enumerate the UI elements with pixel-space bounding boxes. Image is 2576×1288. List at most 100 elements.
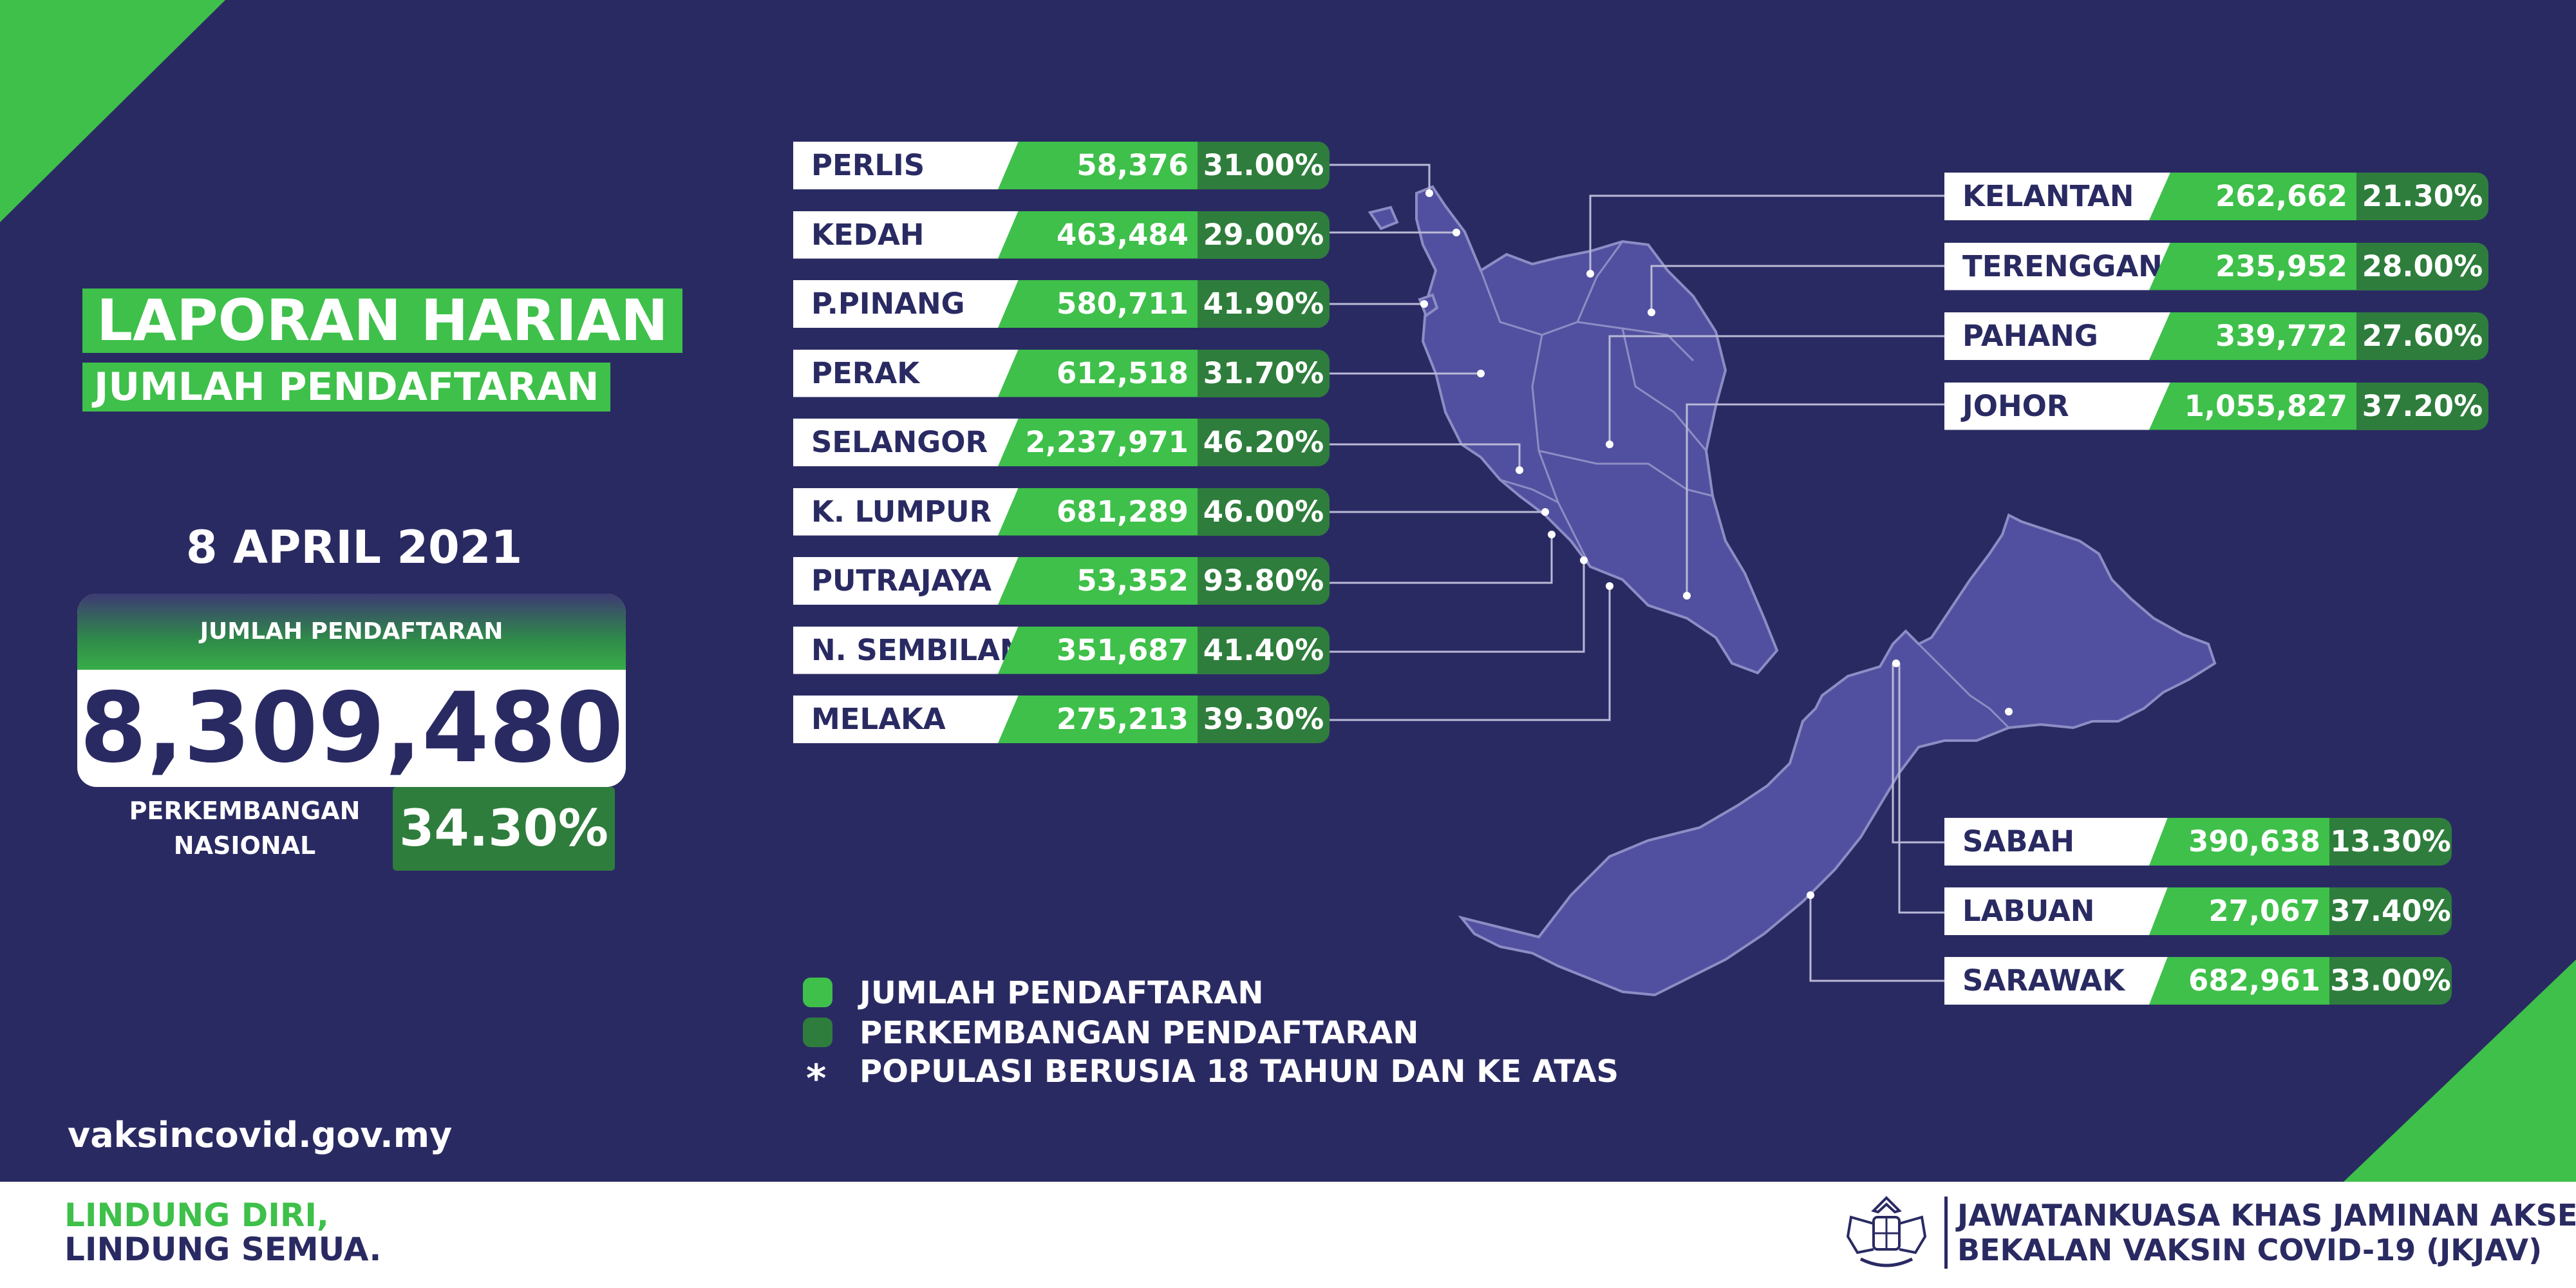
state-row: PUTRAJAYA 53,352 93.80% — [793, 557, 1330, 605]
state-registration-value: 27,067 — [2208, 894, 2320, 928]
state-registration-bar: 235,952 — [2149, 242, 2360, 290]
dot-klumpur — [1541, 508, 1549, 516]
state-name: PERLIS — [793, 142, 1031, 189]
state-row: K. LUMPUR 681,289 46.00% — [793, 488, 1330, 536]
dot-sabah — [2005, 708, 2013, 715]
dot-penang — [1420, 300, 1428, 308]
state-percent-value: 27.60% — [2356, 312, 2488, 360]
leader-melaka — [1326, 586, 1611, 721]
state-name: SARAWAK — [1944, 957, 2183, 1005]
state-row: SELANGOR 2,237,971 46.20% — [793, 419, 1330, 466]
national-growth-label: PERKEMBANGAN NASIONAL — [122, 793, 367, 863]
report-date: 8 APRIL 2021 — [185, 521, 523, 574]
state-percent-value: 31.70% — [1198, 349, 1330, 397]
state-percent-value: 37.40% — [2329, 887, 2452, 935]
state-name: P.PINANG — [793, 280, 1031, 328]
state-registration-value: 580,711 — [1057, 287, 1189, 321]
state-registration-value: 612,518 — [1057, 355, 1189, 390]
leader-terengganu — [1650, 265, 1944, 312]
website-url: vaksincovid.gov.my — [68, 1115, 453, 1155]
malaysia-map — [1326, 164, 2217, 997]
legend-swatch-registration — [803, 978, 832, 1007]
national-total-card: JUMLAH PENDAFTARAN 8,309,480 — [77, 594, 626, 787]
national-growth-label-line2: NASIONAL — [173, 831, 316, 860]
national-total-label: JUMLAH PENDAFTARAN — [77, 594, 626, 670]
map-borneo — [1458, 513, 2217, 997]
report-subtitle: JUMLAH PENDAFTARAN — [82, 363, 611, 412]
dot-terengganu — [1648, 308, 1655, 316]
leader-sabah — [1892, 663, 1944, 844]
map-sabah-border — [1917, 643, 2010, 729]
state-registration-bar: 351,687 — [998, 626, 1201, 674]
state-name: K. LUMPUR — [793, 488, 1031, 536]
state-row: JOHOR 1,055,827 37.20% — [1944, 382, 2488, 430]
state-registration-bar: 612,518 — [998, 349, 1201, 397]
state-name: SELANGOR — [793, 419, 1031, 466]
state-row: PERAK 612,518 31.70% — [793, 349, 1330, 397]
state-percent-value: 21.30% — [2356, 173, 2488, 220]
state-percent-value: 29.00% — [1198, 211, 1330, 259]
state-row: LABUAN 27,067 37.40% — [1944, 887, 2452, 935]
state-registration-value: 351,687 — [1057, 632, 1189, 667]
dot-johor — [1683, 592, 1691, 600]
state-registration-bar: 580,711 — [998, 280, 1201, 328]
dot-melaka — [1606, 582, 1613, 590]
state-row: TERENGGANU 235,952 28.00% — [1944, 242, 2488, 290]
footer-bar — [0, 1182, 2576, 1288]
legend-registration: JUMLAH PENDAFTARAN — [860, 975, 1264, 1011]
state-percent-value: 33.00% — [2329, 957, 2452, 1005]
legend-growth: PERKEMBANGAN PENDAFTARAN — [860, 1015, 1419, 1051]
state-registration-value: 1,055,827 — [2184, 388, 2347, 423]
state-registration-bar: 390,638 — [2149, 818, 2333, 866]
dot-putrajaya — [1548, 531, 1556, 538]
state-registration-value: 235,952 — [2215, 249, 2347, 283]
dot-selangor — [1516, 466, 1523, 474]
state-row: PERLIS 58,376 31.00% — [793, 142, 1330, 189]
state-percent-value: 46.20% — [1198, 419, 1330, 466]
state-registration-bar: 681,289 — [998, 488, 1201, 536]
state-registration-bar: 58,376 — [998, 142, 1201, 189]
national-total-value: 8,309,480 — [79, 672, 624, 784]
map-peninsular — [1415, 185, 1779, 675]
dot-kedah — [1453, 229, 1460, 236]
state-registration-bar: 53,352 — [998, 557, 1201, 605]
slogan-line1: LINDUNG DIRI, — [64, 1197, 329, 1234]
state-registration-bar: 27,067 — [2149, 887, 2333, 935]
dot-nsembilan — [1580, 556, 1588, 564]
leader-selangor — [1326, 443, 1521, 470]
state-registration-value: 275,213 — [1057, 702, 1189, 736]
state-percent-value: 41.40% — [1198, 626, 1330, 674]
state-name: TERENGGANU — [1944, 242, 2183, 290]
legend-swatch-growth — [803, 1018, 832, 1047]
state-percent-value: 28.00% — [2356, 242, 2488, 290]
state-registration-bar: 262,662 — [2149, 173, 2360, 220]
state-name: N. SEMBILAN — [793, 626, 1031, 674]
national-growth-value: 34.30% — [393, 787, 615, 871]
state-row: N. SEMBILAN 351,687 41.40% — [793, 626, 1330, 674]
state-name: LABUAN — [1944, 887, 2183, 935]
state-registration-bar: 682,961 — [2149, 957, 2333, 1005]
coat-of-arms-icon — [1846, 1196, 1927, 1267]
state-registration-bar: 339,772 — [2149, 312, 2360, 360]
state-registration-bar: 2,237,971 — [998, 419, 1201, 466]
state-name: PERAK — [793, 349, 1031, 397]
state-row: SABAH 390,638 13.30% — [1944, 818, 2452, 866]
state-name: SABAH — [1944, 818, 2183, 866]
state-percent-value: 31.00% — [1198, 142, 1330, 189]
dot-labuan — [1892, 659, 1900, 667]
state-row: KELANTAN 262,662 21.30% — [1944, 173, 2488, 220]
state-percent-value: 39.30% — [1198, 696, 1330, 743]
state-name: JOHOR — [1944, 382, 2183, 430]
report-title: LAPORAN HARIAN — [82, 289, 682, 353]
leader-putrajaya — [1326, 535, 1553, 584]
map-langkawi — [1368, 205, 1399, 231]
state-registration-bar: 275,213 — [998, 696, 1201, 743]
state-name: PUTRAJAYA — [793, 557, 1031, 605]
state-name: MELAKA — [793, 696, 1031, 743]
state-registration-value: 681,289 — [1057, 494, 1189, 529]
state-percent-value: 46.00% — [1198, 488, 1330, 536]
leader-perlis — [1326, 164, 1431, 193]
state-percent-value: 13.30% — [2329, 818, 2452, 866]
footer-separator — [1944, 1197, 1948, 1269]
leader-labuan — [1898, 663, 1944, 914]
